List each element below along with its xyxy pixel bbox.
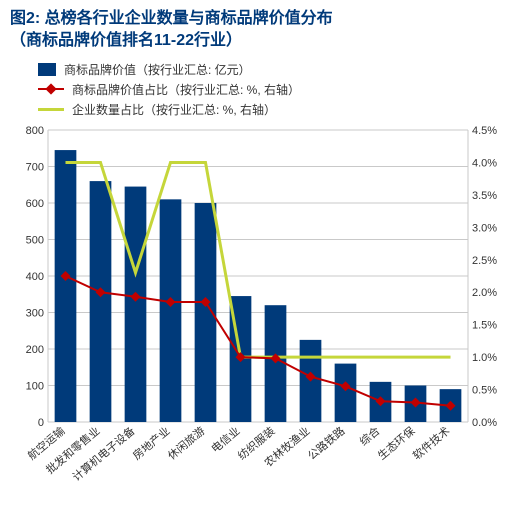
chart-area: 0 100 200 300 400 500 600 700 800 0.0% 0.5% 1.0% 1.5… [10,124,513,504]
red-line [66,276,451,406]
legend-bar-label: 商标品牌价值（按行业汇总: 亿元） [64,61,251,78]
legend-yel-swatch [38,108,64,111]
xlabel-10: 生态环保 [375,423,418,462]
chart-title: 图2: 总榜各行业企业数量与商标品牌价值分布 （商标品牌价值排名11-22行业） [10,8,513,53]
bar-1 [90,181,112,422]
svg-text:4.0%: 4.0% [472,157,497,169]
legend-red: 商标品牌价值占比（按行业汇总: %, 右轴） [38,81,513,98]
svg-text:1.0%: 1.0% [472,352,497,364]
svg-text:700: 700 [26,161,44,173]
bar-2 [125,186,147,421]
svg-text:400: 400 [26,271,44,283]
svg-text:200: 200 [26,344,44,356]
svg-text:3.5%: 3.5% [472,190,497,202]
bar-8 [335,363,357,421]
legend: 商标品牌价值（按行业汇总: 亿元） 商标品牌价值占比（按行业汇总: %, 右轴）… [38,61,513,118]
svg-text:800: 800 [26,125,44,137]
svg-text:3.0%: 3.0% [472,222,497,234]
svg-text:300: 300 [26,307,44,319]
xlabel-5: 电信业 [209,424,243,455]
svg-text:500: 500 [26,234,44,246]
legend-red-swatch [38,88,64,90]
legend-bar: 商标品牌价值（按行业汇总: 亿元） [38,61,513,78]
xlabel-11: 软件技术 [410,423,453,462]
svg-text:0.0%: 0.0% [472,417,497,429]
svg-text:2.5%: 2.5% [472,255,497,267]
svg-text:100: 100 [26,380,44,392]
svg-text:4.5%: 4.5% [472,125,497,137]
bar-0 [55,150,77,422]
bar-6 [265,305,287,422]
bar-3 [160,199,182,422]
svg-text:0: 0 [38,417,44,429]
legend-bar-swatch [38,63,56,76]
chart-svg: 0 100 200 300 400 500 600 700 800 0.0% 0.5% 1.0% 1.5… [10,124,513,504]
svg-text:2.0%: 2.0% [472,287,497,299]
svg-text:0.5%: 0.5% [472,384,497,396]
xlabel-9: 综合 [357,423,383,448]
legend-yel-label: 企业数量占比（按行业汇总: %, 右轴） [72,101,276,118]
svg-text:600: 600 [26,198,44,210]
yellow-line [66,162,451,357]
title-line1: 图2: 总榜各行业企业数量与商标品牌价值分布 [10,10,333,27]
legend-yel: 企业数量占比（按行业汇总: %, 右轴） [38,101,513,118]
xlabel-2: 计算机电子设备 [69,423,137,483]
xlabel-4: 休闲旅游 [165,423,208,462]
xlabel-3: 房地产业 [130,423,173,462]
legend-red-label: 商标品牌价值占比（按行业汇总: %, 右轴） [72,81,300,98]
xlabel-8: 公路铁路 [305,424,347,462]
title-line2: （商标品牌价值排名11-22行业） [10,32,242,49]
svg-text:1.5%: 1.5% [472,319,497,331]
